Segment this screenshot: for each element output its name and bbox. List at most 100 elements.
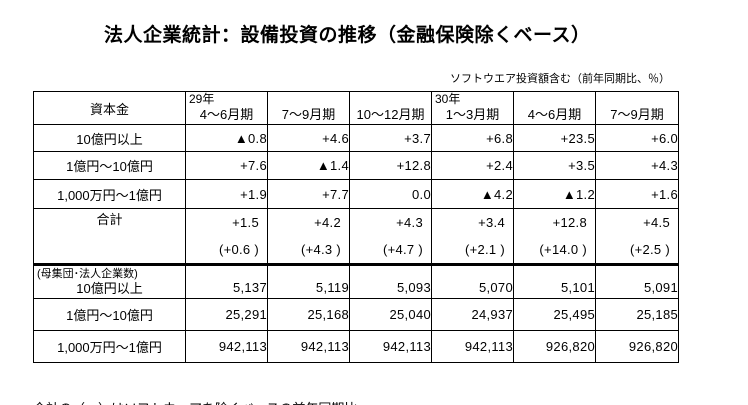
total-sub-value: (+2.1 ) xyxy=(464,242,505,257)
row-label: 10億円以上 xyxy=(76,280,143,296)
total-cell: +4.2 (+4.3 ) xyxy=(269,210,349,264)
data-cell: 942,113 xyxy=(185,330,268,363)
header-quarter-label: 4～6月期 xyxy=(527,107,582,122)
header-period-29q3: 7～9月期 xyxy=(267,91,350,125)
total-value: +1.5 xyxy=(232,215,259,230)
header-year-label xyxy=(269,93,349,106)
data-cell: +6.0 xyxy=(595,124,679,152)
header-year-label xyxy=(515,93,595,106)
total-sub-value: (+2.5 ) xyxy=(629,242,670,257)
data-cell: +7.6 xyxy=(185,151,268,180)
table-row-count-large: (母集団･法人企業数) 10億円以上 5,137 5,119 5,093 5,0… xyxy=(33,263,679,299)
footnote-parenthesis-note: 合計の（ ）はソフトウェアを除くベースの前年同期比 xyxy=(33,400,357,405)
header-period-30q1: 30年 1～3月期 xyxy=(431,91,514,125)
row-label-group: (母集団･法人企業数) 10億円以上 xyxy=(33,263,186,299)
header-year-label: 30年 xyxy=(435,92,461,106)
footnote: 合計の（ ）はソフトウェアを除くベースの前年同期比 (出所)財務省 xyxy=(33,366,357,405)
header-quarter-label: 7～9月期 xyxy=(281,107,336,122)
data-cell: +1.9 xyxy=(185,179,268,209)
header-cell: 10～12月期 xyxy=(351,93,431,124)
data-cell: ▲0.8 xyxy=(185,124,268,152)
data-cell-total: +3.4 (+2.1 ) xyxy=(431,208,514,265)
row-label-total: 合計 xyxy=(33,208,186,265)
data-cell: +7.7 xyxy=(267,179,350,209)
data-cell: 5,119 xyxy=(267,263,350,299)
data-cell: +3.7 xyxy=(349,124,432,152)
data-cell: ▲4.2 xyxy=(431,179,514,209)
data-cell: +23.5 xyxy=(513,124,596,152)
count-label-cell: (母集団･法人企業数) 10億円以上 xyxy=(35,267,185,298)
data-cell-total: +4.2 (+4.3 ) xyxy=(267,208,350,265)
data-cell: 5,070 xyxy=(431,263,514,299)
data-cell: +3.5 xyxy=(513,151,596,180)
header-cell: 30年 1～3月期 xyxy=(433,92,513,124)
data-cell: 25,168 xyxy=(267,298,350,331)
data-cell: 25,185 xyxy=(595,298,679,331)
header-period-29q4: 10～12月期 xyxy=(349,91,432,125)
total-value: +4.2 xyxy=(314,215,341,230)
data-cell: 25,495 xyxy=(513,298,596,331)
data-cell: 5,093 xyxy=(349,263,432,299)
header-period-30q3: 7～9月期 xyxy=(595,91,679,125)
data-cell: 5,101 xyxy=(513,263,596,299)
total-cell: +3.4 (+2.1 ) xyxy=(433,210,513,264)
total-sub-value: (+0.6 ) xyxy=(218,242,259,257)
header-cell: 7～9月期 xyxy=(597,93,678,124)
header-year-label: 29年 xyxy=(189,92,215,106)
data-cell: ▲1.2 xyxy=(513,179,596,209)
header-quarter-label: 4～6月期 xyxy=(199,107,254,122)
data-cell: ▲1.4 xyxy=(267,151,350,180)
total-cell: +1.5 (+0.6 ) xyxy=(187,210,267,264)
row-label: 10億円以上 xyxy=(33,124,186,152)
data-cell: +4.3 xyxy=(595,151,679,180)
data-cell: 25,291 xyxy=(185,298,268,331)
table-header-row: 資本金 29年 4～6月期 7～9月期 10～12月 xyxy=(33,91,679,125)
header-year-label xyxy=(351,93,431,106)
data-cell-total: +4.3 (+4.7 ) xyxy=(349,208,432,265)
total-value: +3.4 xyxy=(478,215,505,230)
header-quarter-label: 10～12月期 xyxy=(356,107,425,122)
data-cell-total: +1.5 (+0.6 ) xyxy=(185,208,268,265)
data-cell: +1.6 xyxy=(595,179,679,209)
total-value: +12.8 xyxy=(552,215,587,230)
total-cell: +4.5 (+2.5 ) xyxy=(597,210,678,264)
data-cell: +6.8 xyxy=(431,124,514,152)
header-capital: 資本金 xyxy=(33,91,186,125)
total-sub-value: (+4.7 ) xyxy=(382,242,423,257)
data-cell: 942,113 xyxy=(431,330,514,363)
header-cell: 7～9月期 xyxy=(269,93,349,124)
population-group-label: (母集団･法人企業数) xyxy=(37,267,138,280)
page-title: 法人企業統計：設備投資の推移（金融保険除くベース） xyxy=(104,25,591,46)
header-year-label xyxy=(597,93,678,106)
table-row-growth-medium: 1億円～10億円 +7.6 ▲1.4 +12.8 +2.4 +3.5 +4.3 xyxy=(33,151,679,180)
capital-investment-table: 資本金 29年 4～6月期 7～9月期 10～12月 xyxy=(33,91,679,363)
data-cell: 25,040 xyxy=(349,298,432,331)
data-cell-total: +4.5 (+2.5 ) xyxy=(595,208,679,265)
total-sub-value: (+4.3 ) xyxy=(300,242,341,257)
row-label: 1億円～10億円 xyxy=(33,151,186,180)
row-label: 1,000万円～1億円 xyxy=(33,330,186,363)
total-value: +4.3 xyxy=(396,215,423,230)
header-cell: 29年 4～6月期 xyxy=(187,92,267,124)
data-cell: 926,820 xyxy=(595,330,679,363)
data-cell: 0.0 xyxy=(349,179,432,209)
table-row-growth-small: 1,000万円～1億円 +1.9 +7.7 0.0 ▲4.2 ▲1.2 +1.6 xyxy=(33,179,679,209)
unit-note: ソフトウエア投資額含む（前年同期比、％） xyxy=(450,73,670,85)
data-cell: 5,137 xyxy=(185,263,268,299)
row-label: 1,000万円～1億円 xyxy=(33,179,186,209)
data-cell: 942,113 xyxy=(267,330,350,363)
header-period-29q2: 29年 4～6月期 xyxy=(185,91,268,125)
data-cell: 5,091 xyxy=(595,263,679,299)
row-label: 1億円～10億円 xyxy=(33,298,186,331)
total-value: +4.5 xyxy=(643,215,670,230)
data-cell: 926,820 xyxy=(513,330,596,363)
data-cell: 24,937 xyxy=(431,298,514,331)
table-row-total: 合計 +1.5 (+0.6 ) +4.2 (+4.3 ) +4.3 xyxy=(33,208,679,265)
total-cell: +4.3 (+4.7 ) xyxy=(351,210,431,264)
table-row-count-small: 1,000万円～1億円 942,113 942,113 942,113 942,… xyxy=(33,330,679,363)
data-cell: +2.4 xyxy=(431,151,514,180)
data-cell: 942,113 xyxy=(349,330,432,363)
data-cell-total: +12.8 (+14.0 ) xyxy=(513,208,596,265)
data-cell: +12.8 xyxy=(349,151,432,180)
